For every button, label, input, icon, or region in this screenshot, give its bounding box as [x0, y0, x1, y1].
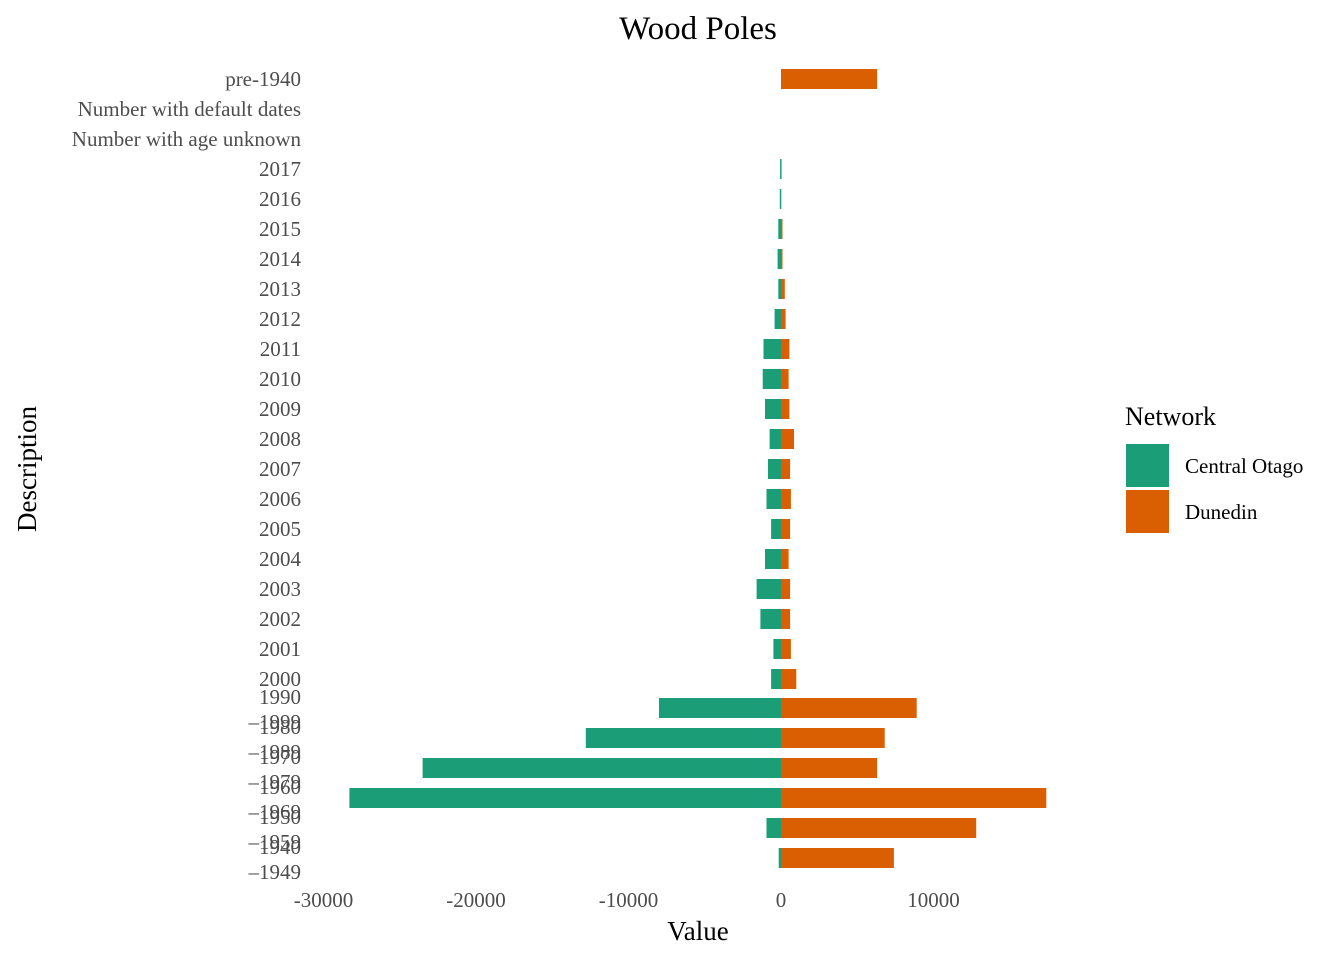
y-tick-label-start: 1990 [259, 685, 301, 709]
y-tick-label: 2015 [259, 217, 301, 241]
bar-central-otago-25 [766, 818, 781, 838]
legend-title: Network [1125, 402, 1216, 431]
y-tick-label: 2003 [259, 577, 301, 601]
bar-central-otago-7 [778, 279, 781, 299]
bar-dunedin-26 [781, 848, 894, 868]
y-tick-label: 2007 [259, 457, 301, 481]
bar-dunedin-12 [781, 429, 794, 449]
chart-title: Wood Poles [619, 11, 777, 47]
y-tick-label: 2001 [259, 637, 301, 661]
bar-dunedin-8 [781, 309, 786, 329]
bar-central-otago-23 [422, 758, 781, 778]
bar-dunedin-23 [781, 758, 878, 778]
bar-central-otago-8 [774, 309, 781, 329]
y-tick-label: 2010 [259, 367, 301, 391]
y-tick-label: 2014 [259, 247, 302, 271]
bar-central-otago-5 [778, 219, 781, 239]
y-tick-label: 2006 [259, 487, 301, 511]
y-tick-label: 2002 [259, 607, 301, 631]
bar-central-otago-9 [763, 339, 781, 359]
y-tick-label: pre-1940 [225, 67, 301, 91]
x-tick-label: -30000 [294, 888, 354, 912]
y-tick-label-end: –1989 [248, 740, 302, 764]
legend-items: Central Otago Dunedin [1126, 444, 1303, 533]
bar-central-otago-18 [760, 609, 781, 629]
y-tick-label: 2005 [259, 517, 301, 541]
y-tick-label: 2004 [259, 547, 302, 571]
bar-dunedin-6 [781, 249, 783, 269]
bar-dunedin-13 [781, 459, 791, 479]
bar-central-otago-14 [766, 489, 781, 509]
y-tick-label: 2009 [259, 397, 301, 421]
y-tick-label-start: 1980 [259, 715, 301, 739]
y-tick-labels: pre-1940 Number with default dates Number … [72, 67, 302, 884]
legend-swatch-dunedin [1126, 490, 1169, 533]
bar-dunedin-20 [781, 669, 797, 689]
bar-dunedin-10 [781, 369, 789, 389]
x-tick-label: 10000 [907, 888, 960, 912]
y-tick-label-start: 1940 [259, 835, 301, 859]
y-tick-label: 2008 [259, 427, 301, 451]
bar-dunedin-22 [781, 728, 885, 748]
bar-central-otago-4 [779, 189, 782, 209]
bar-dunedin-24 [781, 788, 1047, 808]
y-tick-label-end: –1959 [248, 830, 302, 854]
y-tick-label: Number with default dates [78, 97, 301, 121]
y-tick-label-end: –1969 [248, 800, 302, 824]
x-tick-labels: -30000 -20000 -10000 0 10000 [294, 888, 960, 912]
legend-swatch-central-otago [1126, 444, 1169, 487]
y-tick-label-start: 1960 [259, 775, 301, 799]
bar-dunedin-0 [781, 69, 878, 89]
y-tick-label: 2017 [259, 157, 301, 181]
y-tick-label: 2013 [259, 277, 301, 301]
bar-central-otago-24 [349, 788, 781, 808]
bar-dunedin-7 [781, 279, 785, 299]
bar-dunedin-16 [781, 549, 789, 569]
y-tick-label-end: –1979 [248, 770, 302, 794]
y-tick-label-start: 1970 [259, 745, 301, 769]
bar-dunedin-14 [781, 489, 791, 509]
y-tick-label-end: –1999 [248, 710, 302, 734]
bar-central-otago-17 [756, 579, 781, 599]
bar-dunedin-9 [781, 339, 790, 359]
y-tick-label: 2012 [259, 307, 301, 331]
bar-dunedin-19 [781, 639, 791, 659]
bar-central-otago-12 [769, 429, 781, 449]
y-tick-label: Number with age unknown [72, 127, 302, 151]
bars [349, 69, 1047, 868]
bar-central-otago-20 [771, 669, 781, 689]
y-axis-title: Description [12, 406, 42, 532]
bar-central-otago-26 [778, 848, 781, 868]
bar-central-otago-16 [765, 549, 781, 569]
y-tick-label-end: –1949 [248, 860, 302, 884]
x-tick-label: 0 [776, 888, 787, 912]
x-tick-label: -10000 [599, 888, 659, 912]
legend: Network Central Otago Dunedin [1125, 402, 1303, 533]
bar-central-otago-21 [659, 698, 781, 718]
legend-label-dunedin: Dunedin [1185, 500, 1258, 524]
x-tick-label: -20000 [446, 888, 506, 912]
y-tick-label: 2000 [259, 667, 301, 691]
bar-central-otago-3 [780, 159, 782, 179]
bar-dunedin-25 [781, 818, 977, 838]
bar-dunedin-17 [781, 579, 791, 599]
bar-central-otago-10 [762, 369, 781, 389]
bar-central-otago-6 [777, 249, 781, 269]
x-axis-title: Value [667, 916, 728, 946]
bar-central-otago-15 [771, 519, 781, 539]
y-tick-label: 2011 [260, 337, 301, 361]
bar-dunedin-11 [781, 399, 790, 419]
bar-dunedin-5 [781, 219, 783, 239]
bar-central-otago-13 [768, 459, 781, 479]
bar-central-otago-19 [773, 639, 781, 659]
y-tick-label-start: 1950 [259, 805, 301, 829]
bar-dunedin-21 [781, 698, 917, 718]
bar-dunedin-18 [781, 609, 791, 629]
bar-dunedin-15 [781, 519, 791, 539]
bar-central-otago-11 [765, 399, 781, 419]
bar-central-otago-22 [585, 728, 781, 748]
legend-label-central-otago: Central Otago [1185, 454, 1303, 478]
y-tick-label: 2016 [259, 187, 301, 211]
